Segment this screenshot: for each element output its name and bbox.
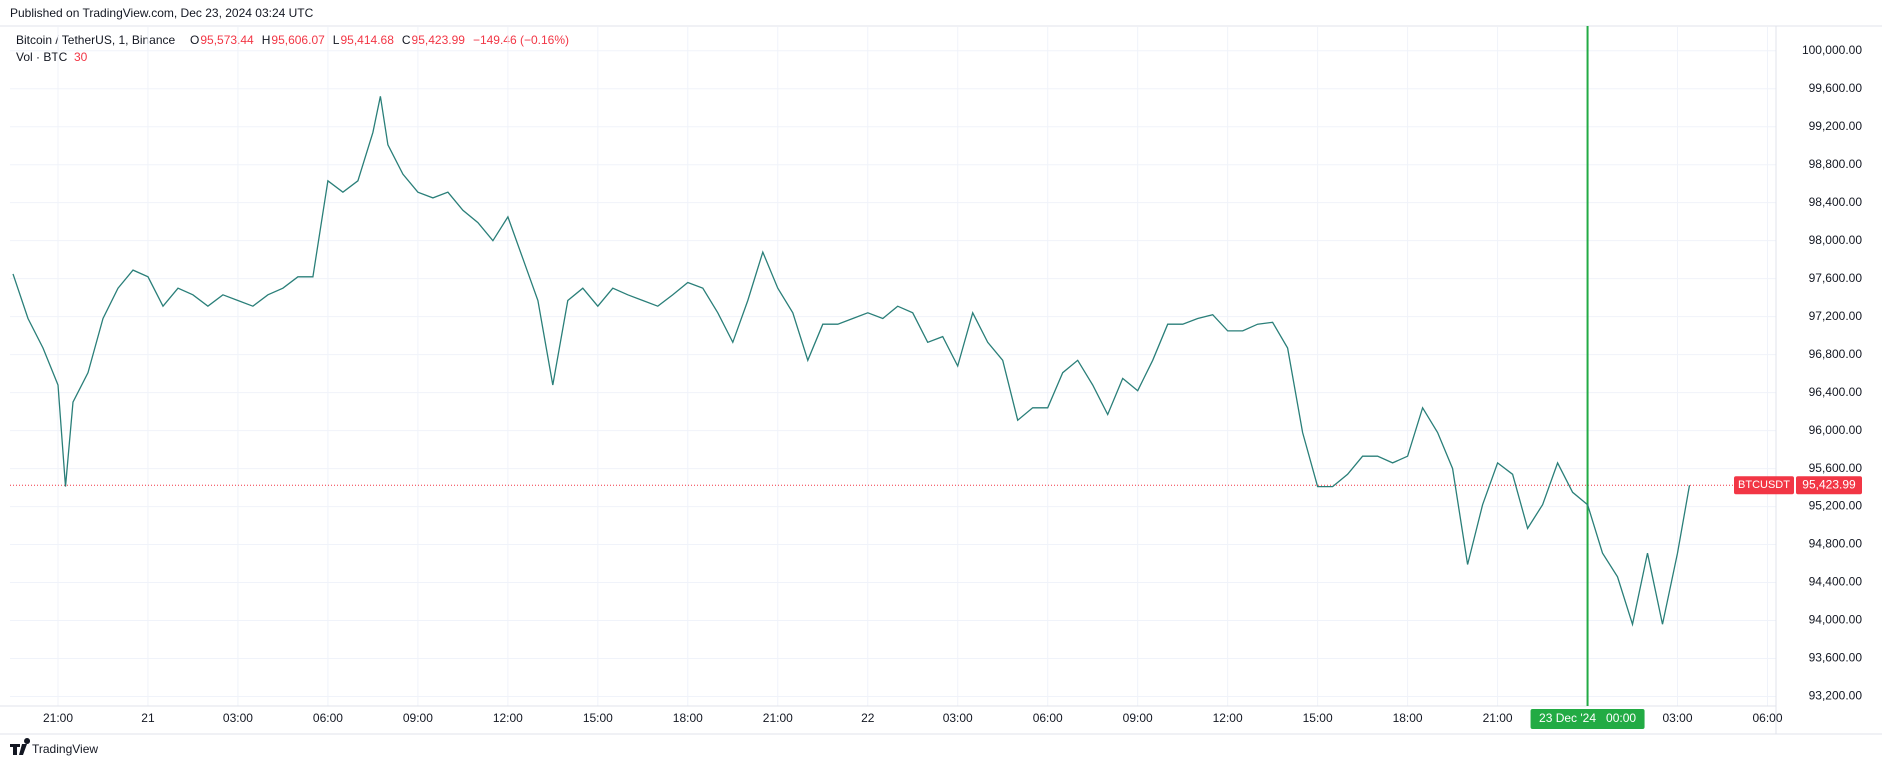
change: −149.46 (−0.16%) (473, 33, 569, 47)
x-tick-label: 03:00 (223, 711, 253, 725)
y-tick-label: 95,200.00 (1809, 499, 1863, 513)
ohlc-key: H (262, 33, 271, 47)
x-tick-label: 06:00 (1033, 711, 1063, 725)
ohlc-value: 95,423.99 (412, 33, 466, 47)
y-tick-label: 93,200.00 (1809, 689, 1863, 703)
y-tick-label: 94,800.00 (1809, 537, 1863, 551)
x-tick-label: 21:00 (763, 711, 793, 725)
x-tick-label: 09:00 (403, 711, 433, 725)
volume-label: Vol · BTC (16, 50, 68, 64)
ohlc-key: O (190, 33, 199, 47)
x-tick-label: 12:00 (493, 711, 523, 725)
ohlc-value: 95,606.07 (271, 33, 325, 47)
published-note: Published on TradingView.com, Dec 23, 20… (10, 6, 314, 20)
price-tag: 95,423.99 (1802, 477, 1856, 491)
y-tick-label: 97,600.00 (1809, 271, 1863, 285)
price-tag-symbol-bg (1734, 476, 1794, 495)
y-tick-label: 95,600.00 (1809, 461, 1863, 475)
logo (10, 738, 31, 755)
ohlc-legend: O 95,573.44 H 95,606.07 L 95,414.68 C 95,423.99… (190, 33, 569, 47)
y-tick-label: 96,400.00 (1809, 385, 1863, 399)
x-tick-label: 12:00 (1213, 711, 1243, 725)
x-tick-label: 22 (861, 711, 875, 725)
x-tick-label: 06:00 (1752, 711, 1782, 725)
crosshair-label-bg (1530, 709, 1645, 729)
x-tick-label: 21 (141, 711, 155, 725)
y-tick-label: 99,200.00 (1809, 119, 1863, 133)
crosshair-label: 23 Dec '24 00:00 (1539, 711, 1636, 725)
volume-last: 30 (74, 50, 88, 64)
x-tick-label: 03:00 (943, 711, 973, 725)
y-tick-label: 96,800.00 (1809, 347, 1863, 361)
x-tick-label: 21:00 (1483, 711, 1513, 725)
ohlc-value: 95,573.44 (200, 33, 254, 47)
x-tick-label: 15:00 (583, 711, 613, 725)
y-tick-label: 98,400.00 (1809, 195, 1863, 209)
symbol: Bitcoin / TetherUS, 1, Binance (16, 33, 176, 47)
y-tick-label: 98,800.00 (1809, 157, 1863, 171)
y-tick-label: 94,000.00 (1809, 613, 1863, 627)
y-tick-label: 100,000.00 (1802, 43, 1862, 57)
y-tick-label: 97,200.00 (1809, 309, 1863, 323)
x-tick-label: 03:00 (1663, 711, 1693, 725)
x-tick-label: 18:00 (673, 711, 703, 725)
y-tick-label: 99,600.00 (1809, 81, 1863, 95)
ohlc-key: C (402, 33, 411, 47)
y-tick-label: 98,000.00 (1809, 233, 1863, 247)
x-tick-label: 09:00 (1123, 711, 1153, 725)
y-tick-label: 93,600.00 (1809, 651, 1863, 665)
price-line (12, 96, 1691, 627)
y-tick-label: 94,400.00 (1809, 575, 1863, 589)
x-tick-label: 21:00 (43, 711, 73, 725)
price-tag-symbol: BTCUSDT (1738, 479, 1790, 491)
footer-brand: TradingView (32, 742, 98, 756)
ohlc-value: 95,414.68 (340, 33, 394, 47)
x-tick-label: 15:00 (1303, 711, 1333, 725)
price-tag-bg (1796, 476, 1862, 495)
x-tick-label: 18:00 (1393, 711, 1423, 725)
ohlc-key: L (333, 33, 340, 47)
x-tick-label: 06:00 (313, 711, 343, 725)
y-tick-label: 96,000.00 (1809, 423, 1863, 437)
